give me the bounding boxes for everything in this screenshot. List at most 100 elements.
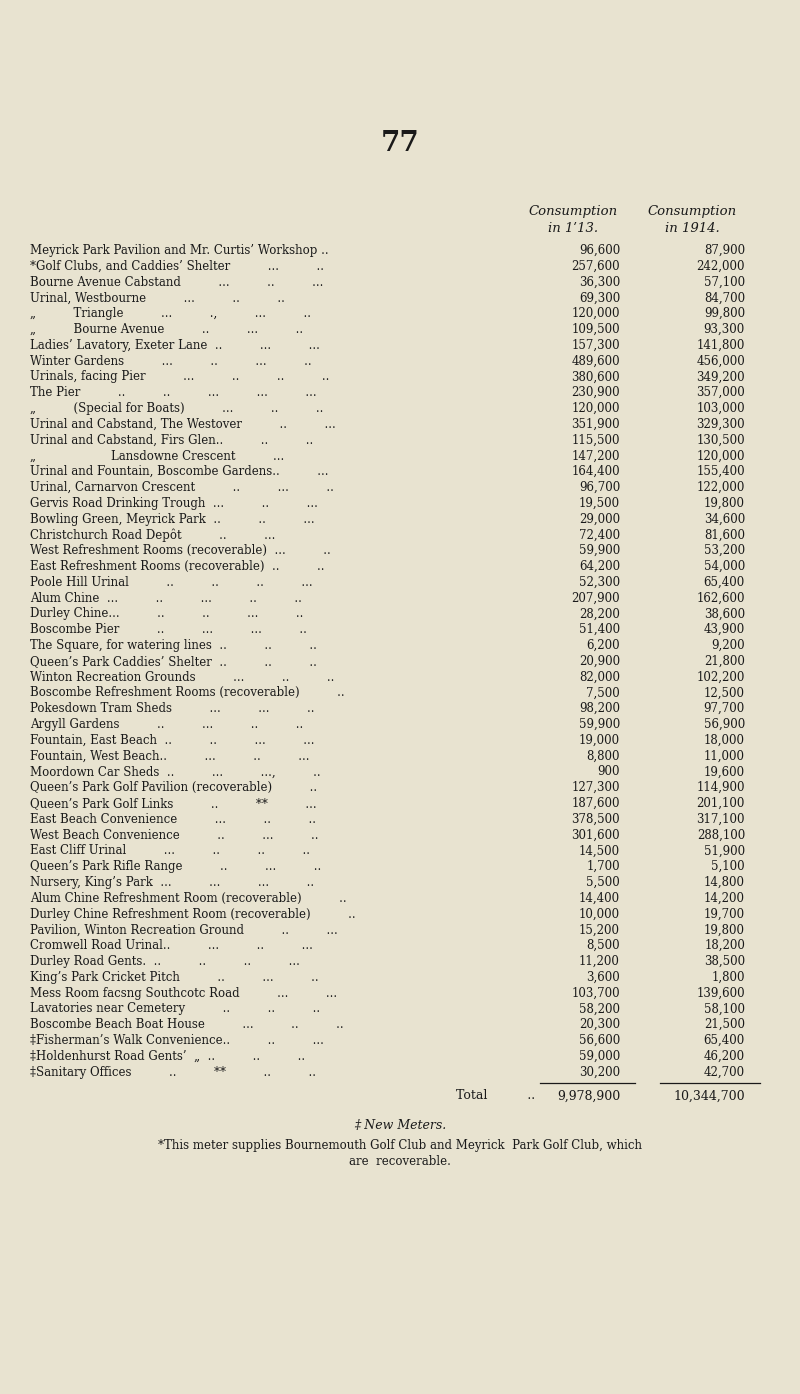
Text: 65,400: 65,400 bbox=[704, 1034, 745, 1047]
Text: Pavilion, Winton Recreation Ground          ..          ...: Pavilion, Winton Recreation Ground .. ..… bbox=[30, 923, 338, 937]
Text: 164,400: 164,400 bbox=[571, 466, 620, 478]
Text: Urinal, Carnarvon Crescent          ..          ...          ..: Urinal, Carnarvon Crescent .. ... .. bbox=[30, 481, 334, 493]
Text: Bowling Green, Meyrick Park  ..          ..          ...: Bowling Green, Meyrick Park .. .. ... bbox=[30, 513, 314, 526]
Text: 59,900: 59,900 bbox=[578, 718, 620, 730]
Text: 15,200: 15,200 bbox=[579, 923, 620, 937]
Text: 20,900: 20,900 bbox=[579, 655, 620, 668]
Text: 30,200: 30,200 bbox=[579, 1065, 620, 1079]
Text: in 1ʹ13.: in 1ʹ13. bbox=[548, 222, 598, 236]
Text: 141,800: 141,800 bbox=[697, 339, 745, 351]
Text: Boscombe Beach Boat House          ...          ..          ..: Boscombe Beach Boat House ... .. .. bbox=[30, 1018, 344, 1032]
Text: 357,000: 357,000 bbox=[696, 386, 745, 399]
Text: 52,300: 52,300 bbox=[579, 576, 620, 588]
Text: Urinal and Cabstand, The Westover          ..          ...: Urinal and Cabstand, The Westover .. ... bbox=[30, 418, 336, 431]
Text: 351,900: 351,900 bbox=[571, 418, 620, 431]
Text: in 1914.: in 1914. bbox=[665, 222, 719, 236]
Text: Consumption: Consumption bbox=[529, 205, 618, 217]
Text: 21,800: 21,800 bbox=[704, 655, 745, 668]
Text: „          Triangle          ...          .,          ...          ..: „ Triangle ... ., ... .. bbox=[30, 307, 311, 321]
Text: 57,100: 57,100 bbox=[704, 276, 745, 289]
Text: ‡Fisherman’s Walk Convenience..          ..          ...: ‡Fisherman’s Walk Convenience.. .. ... bbox=[30, 1034, 324, 1047]
Text: 42,700: 42,700 bbox=[704, 1065, 745, 1079]
Text: Urinals, facing Pier          ...          ..          ..          ..: Urinals, facing Pier ... .. .. .. bbox=[30, 371, 330, 383]
Text: ‡ New Meters.: ‡ New Meters. bbox=[354, 1119, 446, 1132]
Text: 288,100: 288,100 bbox=[697, 828, 745, 842]
Text: 201,100: 201,100 bbox=[697, 797, 745, 810]
Text: 18,200: 18,200 bbox=[704, 940, 745, 952]
Text: 329,300: 329,300 bbox=[696, 418, 745, 431]
Text: 98,200: 98,200 bbox=[579, 703, 620, 715]
Text: 103,700: 103,700 bbox=[571, 987, 620, 999]
Text: Alum Chine  ...          ..          ...          ..          ..: Alum Chine ... .. ... .. .. bbox=[30, 591, 302, 605]
Text: are  recoverable.: are recoverable. bbox=[349, 1156, 451, 1168]
Text: 72,400: 72,400 bbox=[579, 528, 620, 541]
Text: Moordown Car Sheds  ..          ...          ...,          ..: Moordown Car Sheds .. ... ..., .. bbox=[30, 765, 321, 778]
Text: 114,900: 114,900 bbox=[697, 781, 745, 795]
Text: 378,500: 378,500 bbox=[571, 813, 620, 825]
Text: 11,000: 11,000 bbox=[704, 750, 745, 763]
Text: 53,200: 53,200 bbox=[704, 544, 745, 558]
Text: The Square, for watering lines  ..          ..          ..: The Square, for watering lines .. .. .. bbox=[30, 638, 317, 652]
Text: 14,500: 14,500 bbox=[579, 845, 620, 857]
Text: Consumption: Consumption bbox=[647, 205, 737, 217]
Text: 58,200: 58,200 bbox=[579, 1002, 620, 1015]
Text: Durley Chine...          ..          ..          ...          ..: Durley Chine... .. .. ... .. bbox=[30, 608, 303, 620]
Text: 5,500: 5,500 bbox=[586, 875, 620, 889]
Text: Urinal, Westbourne          ...          ..          ..: Urinal, Westbourne ... .. .. bbox=[30, 291, 285, 304]
Text: 8,800: 8,800 bbox=[586, 750, 620, 763]
Text: 87,900: 87,900 bbox=[704, 244, 745, 256]
Text: East Refreshment Rooms (recoverable)  ..          ..: East Refreshment Rooms (recoverable) .. … bbox=[30, 560, 325, 573]
Text: 59,000: 59,000 bbox=[578, 1050, 620, 1062]
Text: *This meter supplies Bournemouth Golf Club and Meyrick  Park Golf Club, which: *This meter supplies Bournemouth Golf Cl… bbox=[158, 1139, 642, 1153]
Text: Bourne Avenue Cabstand          ...          ..          ...: Bourne Avenue Cabstand ... .. ... bbox=[30, 276, 323, 289]
Text: Lavatories near Cemetery          ..          ..          ..: Lavatories near Cemetery .. .. .. bbox=[30, 1002, 320, 1015]
Text: 8,500: 8,500 bbox=[586, 940, 620, 952]
Text: 29,000: 29,000 bbox=[579, 513, 620, 526]
Text: Queen’s Park Rifle Range          ..          ...          ..: Queen’s Park Rifle Range .. ... .. bbox=[30, 860, 322, 873]
Text: 18,000: 18,000 bbox=[704, 733, 745, 747]
Text: 19,500: 19,500 bbox=[579, 496, 620, 510]
Text: „                    Lansdowne Crescent          ...: „ Lansdowne Crescent ... bbox=[30, 449, 284, 463]
Text: Gervis Road Drinking Trough  ...          ..          ...: Gervis Road Drinking Trough ... .. ... bbox=[30, 496, 318, 510]
Text: The Pier          ..          ..          ...          ...          ...: The Pier .. .. ... ... ... bbox=[30, 386, 317, 399]
Text: 84,700: 84,700 bbox=[704, 291, 745, 304]
Text: 69,300: 69,300 bbox=[578, 291, 620, 304]
Text: 59,900: 59,900 bbox=[578, 544, 620, 558]
Text: 130,500: 130,500 bbox=[696, 434, 745, 446]
Text: 10,000: 10,000 bbox=[579, 907, 620, 920]
Text: Fountain, West Beach..          ...          ..          ...: Fountain, West Beach.. ... .. ... bbox=[30, 750, 310, 763]
Text: 900: 900 bbox=[598, 765, 620, 778]
Text: 81,600: 81,600 bbox=[704, 528, 745, 541]
Text: Alum Chine Refreshment Room (recoverable)          ..: Alum Chine Refreshment Room (recoverable… bbox=[30, 892, 346, 905]
Text: 43,900: 43,900 bbox=[704, 623, 745, 636]
Text: 19,600: 19,600 bbox=[704, 765, 745, 778]
Text: 19,000: 19,000 bbox=[579, 733, 620, 747]
Text: 122,000: 122,000 bbox=[697, 481, 745, 493]
Text: 207,900: 207,900 bbox=[571, 591, 620, 605]
Text: King’s Park Cricket Pitch          ..          ...          ..: King’s Park Cricket Pitch .. ... .. bbox=[30, 970, 318, 984]
Text: 56,600: 56,600 bbox=[578, 1034, 620, 1047]
Text: 120,000: 120,000 bbox=[697, 449, 745, 463]
Text: 54,000: 54,000 bbox=[704, 560, 745, 573]
Text: Mess Room facsng Southcotc Road          ...          ...: Mess Room facsng Southcotc Road ... ... bbox=[30, 987, 337, 999]
Text: 147,200: 147,200 bbox=[571, 449, 620, 463]
Text: Cromwell Road Urinal..          ...          ..          ...: Cromwell Road Urinal.. ... .. ... bbox=[30, 940, 313, 952]
Text: 157,300: 157,300 bbox=[571, 339, 620, 351]
Text: 34,600: 34,600 bbox=[704, 513, 745, 526]
Text: 19,700: 19,700 bbox=[704, 907, 745, 920]
Text: 301,600: 301,600 bbox=[571, 828, 620, 842]
Text: 155,400: 155,400 bbox=[696, 466, 745, 478]
Text: 12,500: 12,500 bbox=[704, 686, 745, 700]
Text: East Beach Convenience          ...          ..          ..: East Beach Convenience ... .. .. bbox=[30, 813, 316, 825]
Text: 19,800: 19,800 bbox=[704, 496, 745, 510]
Text: 58,100: 58,100 bbox=[704, 1002, 745, 1015]
Text: Queen’s Park Golf Pavilion (recoverable)          ..: Queen’s Park Golf Pavilion (recoverable)… bbox=[30, 781, 317, 795]
Text: 14,800: 14,800 bbox=[704, 875, 745, 889]
Text: 3,600: 3,600 bbox=[586, 970, 620, 984]
Text: 99,800: 99,800 bbox=[704, 307, 745, 321]
Text: 257,600: 257,600 bbox=[571, 259, 620, 273]
Text: 51,400: 51,400 bbox=[579, 623, 620, 636]
Text: Queen’s Park Caddies’ Shelter  ..          ..          ..: Queen’s Park Caddies’ Shelter .. .. .. bbox=[30, 655, 317, 668]
Text: 9,200: 9,200 bbox=[711, 638, 745, 652]
Text: Pokesdown Tram Sheds          ...          ...          ..: Pokesdown Tram Sheds ... ... .. bbox=[30, 703, 314, 715]
